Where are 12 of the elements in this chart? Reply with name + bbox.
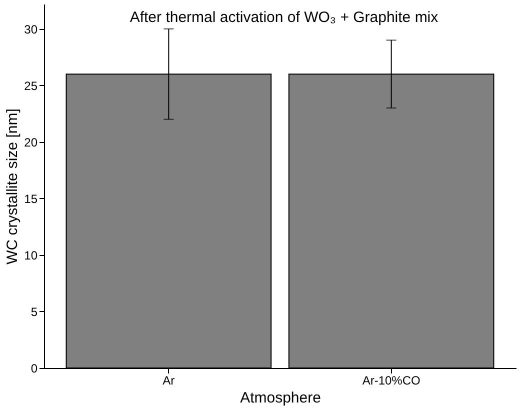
y-tick-label: 30 — [24, 22, 38, 36]
x-axis-title: Atmosphere — [240, 390, 321, 406]
x-tick-label: Ar — [162, 374, 175, 388]
y-tick-label: 5 — [30, 304, 38, 319]
y-tick-label: 10 — [24, 248, 38, 262]
x-tick-label: Ar-10%CO — [362, 374, 420, 388]
y-tick-label: 15 — [24, 192, 38, 206]
y-tick-label: 0 — [30, 362, 38, 376]
y-axis-title: WC crystallite size [nm] — [4, 108, 22, 264]
chart-title: After thermal activation of WO₃ + Graphite mix — [130, 9, 439, 26]
y-tick-label: 25 — [24, 78, 38, 93]
y-tick-label: 20 — [24, 135, 38, 150]
